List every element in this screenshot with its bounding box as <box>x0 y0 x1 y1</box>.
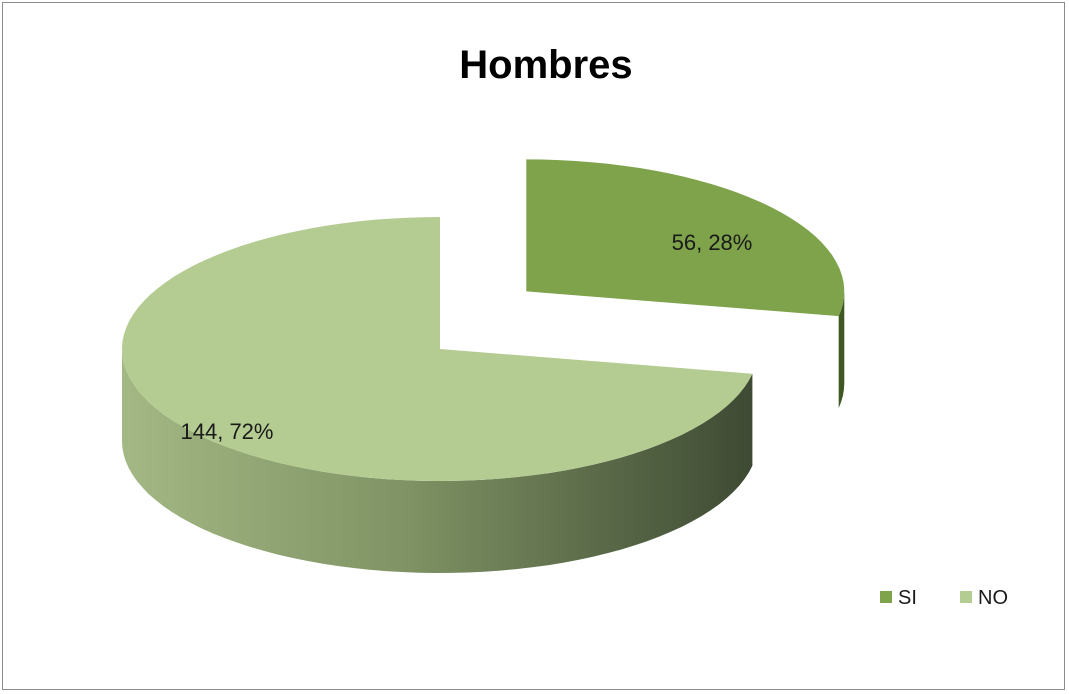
pie-slices <box>122 159 845 573</box>
slice-si-side <box>838 291 845 409</box>
legend-label-si: SI <box>898 587 917 609</box>
legend: SI NO <box>880 587 1008 609</box>
slice-si <box>526 159 845 409</box>
slice-no-top <box>122 217 753 481</box>
data-label-si: 56, 28% <box>672 230 753 255</box>
data-label-no: 144, 72% <box>181 419 274 444</box>
slice-no <box>122 217 753 573</box>
chart-title: Hombres <box>459 43 632 87</box>
legend-swatch-si <box>880 591 892 603</box>
slice-no-side <box>122 349 753 573</box>
slice-si-top <box>526 159 845 317</box>
legend-swatch-no <box>960 591 972 603</box>
legend-label-no: NO <box>978 587 1008 609</box>
